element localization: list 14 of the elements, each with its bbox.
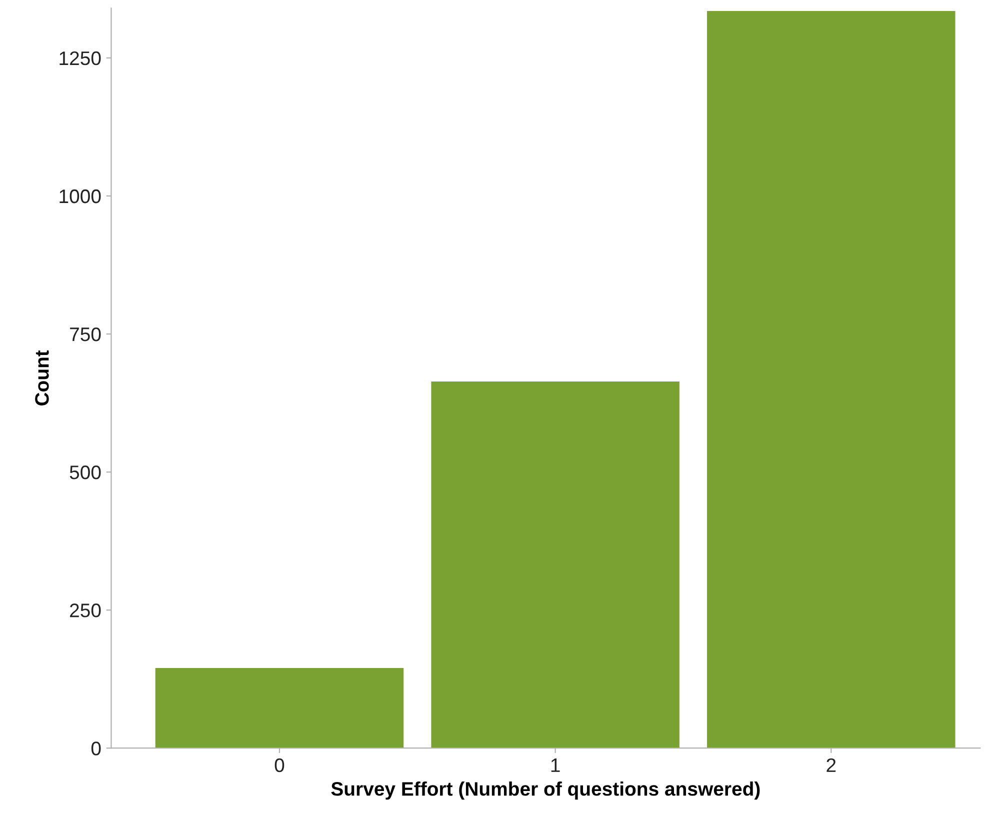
y-tick-label: 1000 xyxy=(60,189,101,204)
y-tick-label: 1250 xyxy=(60,51,101,66)
y-tick-label: 500 xyxy=(70,466,101,480)
y-tick-label: 750 xyxy=(70,327,101,342)
y-tick-label: 0 xyxy=(91,742,101,756)
bar xyxy=(431,381,680,748)
x-tick-label: 2 xyxy=(826,758,836,772)
x-tick-label: 1 xyxy=(551,758,560,772)
y-tick-label: 250 xyxy=(70,604,101,618)
bar xyxy=(707,10,956,748)
x-axis-title: Survey Effort (Number of questions answered) xyxy=(331,782,760,800)
bar xyxy=(155,668,404,748)
x-tick-label: 0 xyxy=(274,758,284,772)
y-axis-title: Count xyxy=(35,350,49,406)
